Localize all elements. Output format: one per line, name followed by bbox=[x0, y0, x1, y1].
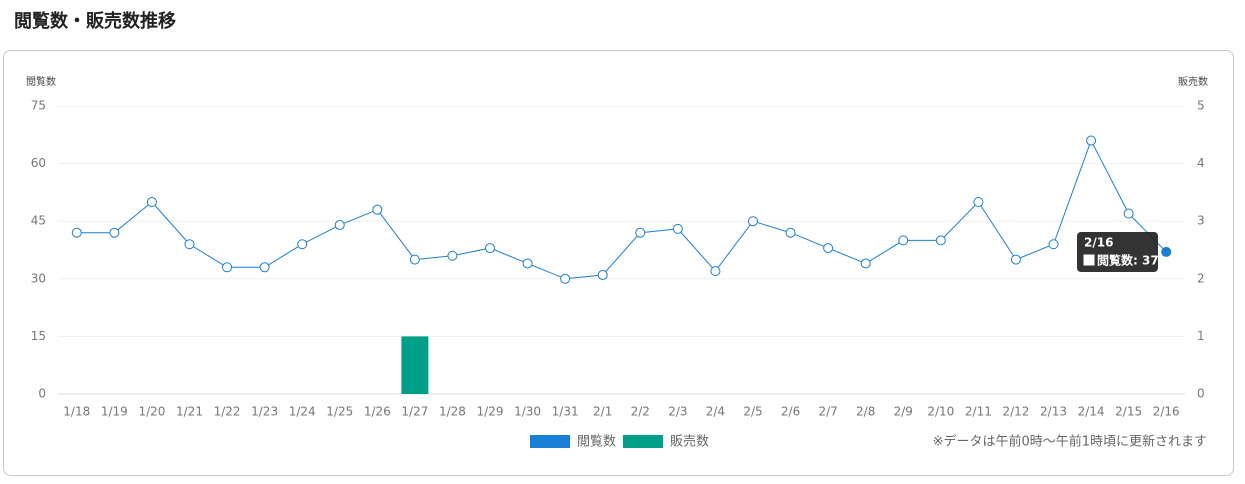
y-tick-label: 45 bbox=[31, 214, 46, 228]
point bbox=[1123, 208, 1134, 219]
point bbox=[823, 243, 834, 254]
point bbox=[409, 254, 420, 265]
point bbox=[747, 216, 758, 227]
legend-swatch bbox=[623, 435, 663, 448]
point bbox=[146, 197, 157, 207]
x-tick-label: 1/29 bbox=[477, 405, 504, 419]
point bbox=[222, 262, 233, 273]
point bbox=[184, 239, 195, 250]
point bbox=[710, 266, 721, 277]
tooltip-box bbox=[1077, 232, 1158, 272]
legend-swatch bbox=[530, 435, 570, 448]
point bbox=[522, 258, 533, 269]
y2-tick-label: 3 bbox=[1197, 214, 1205, 228]
point bbox=[447, 250, 458, 261]
x-tick-label: 2/13 bbox=[1040, 405, 1067, 419]
x-tick-label: 2/7 bbox=[818, 405, 837, 419]
point bbox=[935, 235, 946, 246]
point bbox=[560, 273, 571, 284]
x-tick-label: 1/18 bbox=[63, 405, 90, 419]
x-tick-label: 1/24 bbox=[289, 405, 316, 419]
x-tick-label: 2/15 bbox=[1115, 405, 1142, 419]
x-tick-label: 1/27 bbox=[401, 405, 428, 419]
point bbox=[898, 235, 909, 246]
y2-tick-label: 0 bbox=[1197, 387, 1205, 401]
y-tick-label: 15 bbox=[31, 329, 46, 343]
tooltip-swatch bbox=[1083, 254, 1095, 266]
x-tick-label: 1/28 bbox=[439, 405, 466, 419]
note: ※データは午前0時〜午前1時頃に更新されます bbox=[933, 434, 1207, 450]
point bbox=[785, 227, 796, 238]
x-tick-label: 2/10 bbox=[927, 405, 954, 419]
x-tick-label: 2/2 bbox=[631, 405, 650, 419]
y-tick-label: 30 bbox=[31, 271, 46, 285]
x-tick-label: 1/20 bbox=[138, 405, 165, 419]
tooltip-title: 2/16 bbox=[1084, 236, 1113, 250]
x-tick-label: 2/4 bbox=[706, 405, 725, 419]
x-tick-label: 2/3 bbox=[668, 405, 687, 419]
x-tick-label: 2/9 bbox=[894, 405, 913, 419]
point bbox=[372, 204, 383, 215]
x-tick-label: 1/26 bbox=[364, 405, 391, 419]
y-tick-label: 75 bbox=[31, 99, 46, 113]
tooltip-text: 閲覧数: 37 bbox=[1097, 253, 1159, 268]
x-tick-label: 2/16 bbox=[1153, 405, 1180, 419]
point bbox=[334, 220, 345, 231]
y2-tick-label: 2 bbox=[1197, 271, 1205, 285]
x-tick-label: 1/23 bbox=[251, 405, 278, 419]
x-tick-label: 1/21 bbox=[176, 405, 203, 419]
y2-tick-label: 5 bbox=[1197, 99, 1205, 113]
x-tick-label: 2/1 bbox=[593, 405, 612, 419]
point bbox=[860, 258, 871, 269]
x-tick-label: 1/22 bbox=[214, 405, 241, 419]
y-tick-label: 60 bbox=[31, 156, 46, 170]
point bbox=[672, 223, 683, 234]
bar bbox=[401, 336, 429, 394]
point bbox=[635, 227, 646, 238]
x-tick-label: 2/5 bbox=[743, 405, 762, 419]
x-tick-label: 1/31 bbox=[552, 405, 579, 419]
point bbox=[1048, 239, 1059, 250]
x-tick-label: 1/19 bbox=[101, 405, 128, 419]
point bbox=[973, 197, 984, 207]
point bbox=[1010, 254, 1021, 265]
x-tick-label: 2/6 bbox=[781, 405, 800, 419]
point bbox=[485, 243, 496, 254]
point bbox=[597, 269, 608, 280]
legend-label: 販売数 bbox=[670, 434, 709, 450]
x-tick-label: 2/14 bbox=[1078, 405, 1105, 419]
x-tick-label: 2/8 bbox=[856, 405, 875, 419]
point bbox=[1086, 135, 1097, 146]
legend-label: 閲覧数 bbox=[577, 434, 616, 450]
point bbox=[259, 262, 270, 273]
y2-tick-label: 4 bbox=[1197, 156, 1205, 170]
point bbox=[71, 227, 82, 238]
point bbox=[109, 227, 120, 238]
point bbox=[297, 239, 308, 250]
x-tick-label: 1/30 bbox=[514, 405, 541, 419]
x-tick-label: 1/25 bbox=[326, 405, 353, 419]
y2-tick-label: 1 bbox=[1197, 329, 1205, 343]
point bbox=[1161, 246, 1172, 257]
x-tick-label: 2/12 bbox=[1002, 405, 1029, 419]
y-axis-label: 閲覧数 bbox=[26, 75, 56, 88]
card bbox=[3, 50, 1234, 476]
y2-axis-label: 販売数 bbox=[1178, 75, 1208, 88]
chart-title: 閲覧数・販売数推移 bbox=[14, 10, 176, 32]
x-tick-label: 2/11 bbox=[965, 405, 992, 419]
line bbox=[76, 139, 1167, 280]
y-tick-label: 0 bbox=[38, 387, 46, 401]
